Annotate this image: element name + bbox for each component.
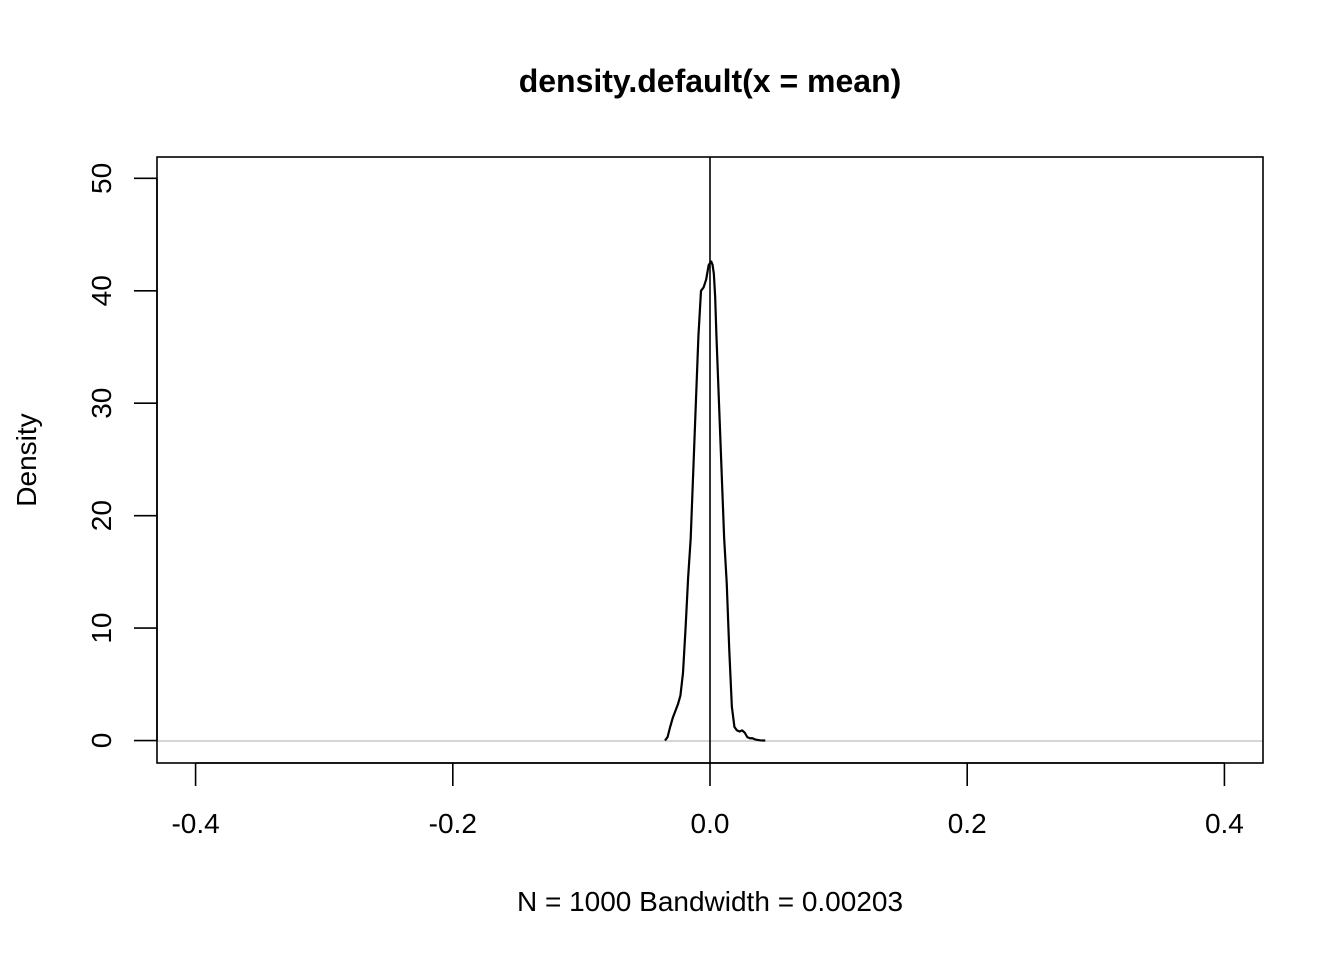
x-tick-label: 0.0: [691, 808, 730, 839]
y-tick-label: 40: [86, 275, 117, 306]
y-tick-label: 50: [86, 163, 117, 194]
x-axis: -0.4 -0.2 0.0 0.2 0.4: [171, 762, 1244, 839]
y-axis-label: Density: [11, 413, 42, 506]
x-tick-label: -0.2: [429, 808, 477, 839]
x-axis-label: N = 1000 Bandwidth = 0.00203: [517, 886, 903, 917]
y-tick-label: 20: [86, 500, 117, 531]
y-tick-label: 0: [86, 733, 117, 749]
x-tick-label: 0.2: [948, 808, 987, 839]
density-line-0: [664, 260, 766, 742]
y-axis: 0 10 20 30 40 50: [86, 163, 158, 749]
chart-title: density.default(x = mean): [519, 63, 902, 99]
x-tick-label: 0.4: [1205, 808, 1244, 839]
y-tick-label: 10: [86, 613, 117, 644]
series-layer: [664, 260, 766, 742]
y-tick-label: 30: [86, 388, 117, 419]
x-tick-label: -0.4: [171, 808, 219, 839]
